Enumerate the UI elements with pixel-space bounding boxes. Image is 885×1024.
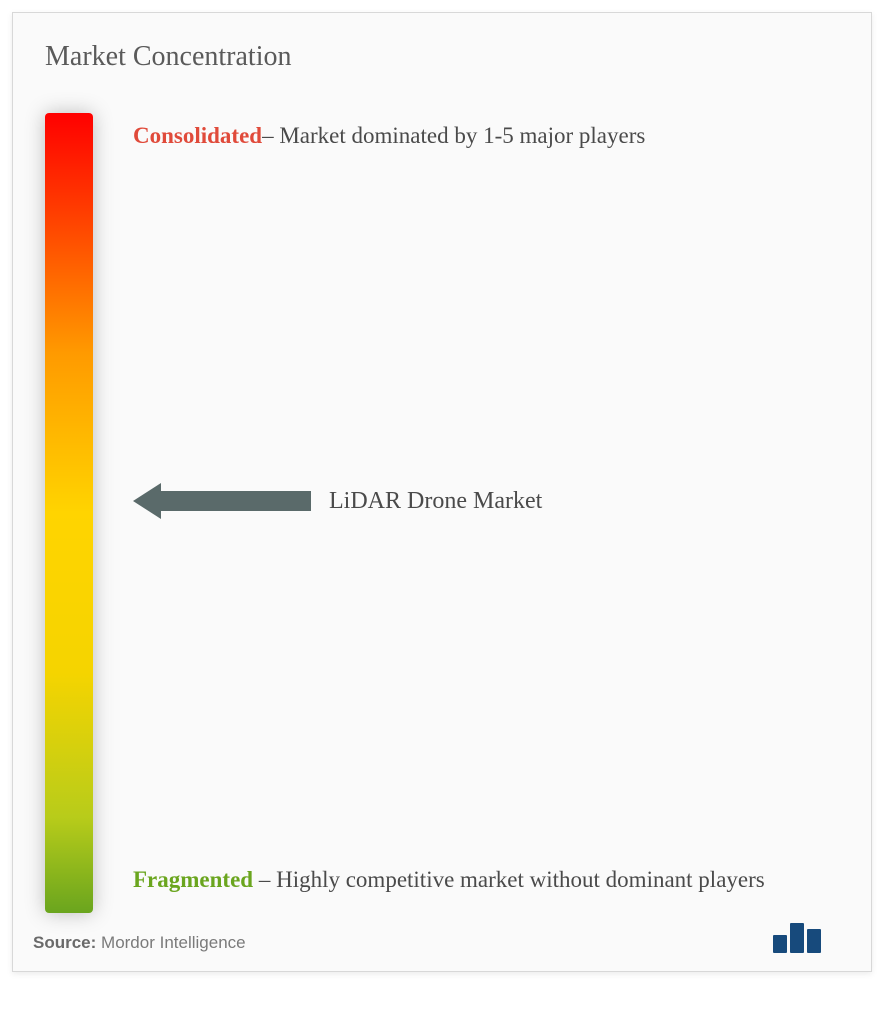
pointer-label: LiDAR Drone Market	[329, 488, 542, 515]
chart-title: Market Concentration	[45, 41, 839, 73]
consolidated-label: Consolidated– Market dominated by 1-5 ma…	[133, 113, 829, 159]
arrow-shaft-icon	[161, 491, 311, 511]
logo-bar-icon	[773, 935, 787, 953]
logo-bar-icon	[790, 923, 804, 953]
source-name: Mordor Intelligence	[101, 933, 246, 952]
consolidated-word: Consolidated	[133, 123, 262, 148]
source-text: Source: Mordor Intelligence	[33, 933, 246, 953]
logo-bar-icon	[807, 929, 821, 953]
source-label: Source:	[33, 933, 96, 952]
pointer-arrow-icon	[133, 483, 311, 519]
content-area: Consolidated– Market dominated by 1-5 ma…	[45, 113, 839, 913]
fragmented-word: Fragmented	[133, 867, 253, 892]
source-row: Source: Mordor Intelligence	[33, 923, 851, 953]
fragmented-desc: – Highly competitive market without domi…	[253, 867, 765, 892]
fragmented-label: Fragmented – Highly competitive market w…	[133, 857, 829, 903]
arrow-head-icon	[133, 483, 161, 519]
labels-area: Consolidated– Market dominated by 1-5 ma…	[93, 113, 839, 913]
consolidated-desc: – Market dominated by 1-5 major players	[262, 123, 645, 148]
infographic-card: Market Concentration Consolidated– Marke…	[12, 12, 872, 972]
market-pointer: LiDAR Drone Market	[133, 483, 542, 519]
concentration-gradient-bar	[45, 113, 93, 913]
brand-logo-icon	[773, 923, 851, 953]
